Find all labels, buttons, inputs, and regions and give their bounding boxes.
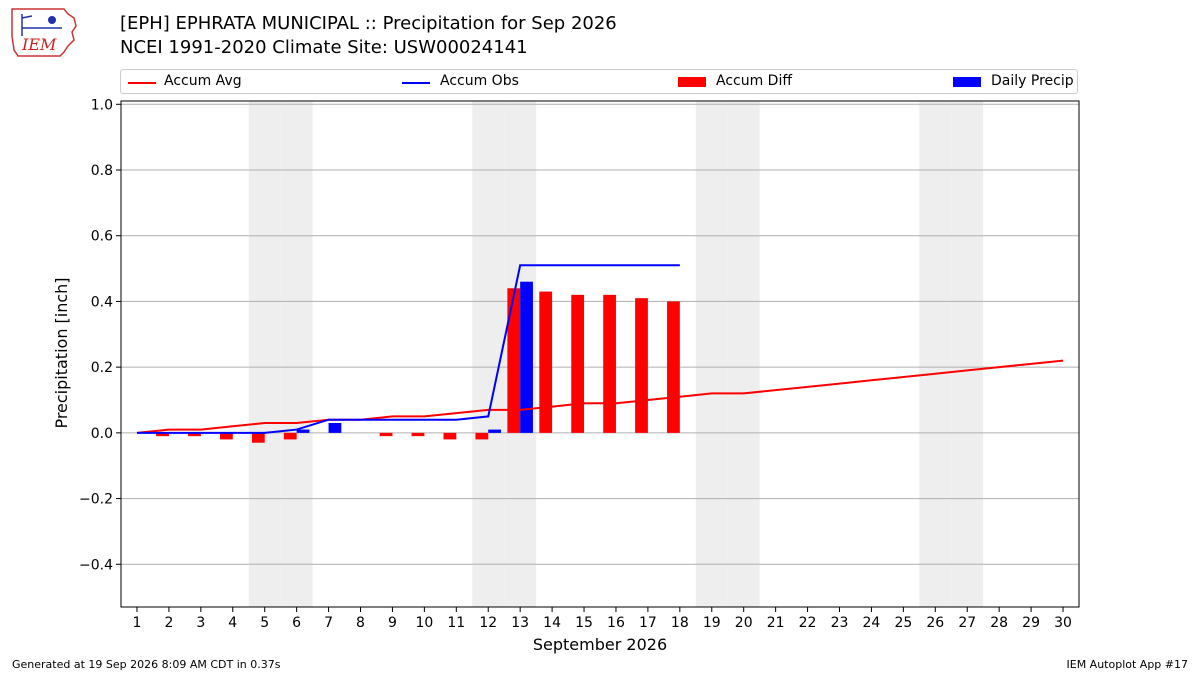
- bar-accum-diff: [379, 432, 393, 437]
- bar-accum-diff: [251, 432, 265, 443]
- y-tick-label: 0.4: [91, 294, 113, 310]
- bar-accum-diff: [411, 432, 425, 437]
- x-tick-label: 25: [894, 615, 912, 631]
- bar-accum-diff: [603, 294, 616, 433]
- weekend-shade-day-26: [919, 101, 952, 607]
- x-tick-label: 23: [831, 615, 849, 631]
- legend-swatch-accum-obs: [402, 82, 430, 84]
- x-tick-label: 16: [607, 615, 625, 631]
- bar-accum-diff: [219, 432, 233, 440]
- x-axis-label: September 2026: [533, 635, 667, 654]
- x-tick-label: 30: [1054, 615, 1072, 631]
- logo-text: IEM: [21, 35, 57, 54]
- weekend-shade-day-20: [727, 101, 760, 607]
- legend-label-accum-avg: Accum Avg: [164, 73, 242, 89]
- weekend-shade-day-27: [951, 101, 984, 607]
- bar-accum-diff: [571, 294, 585, 433]
- footer-generated: Generated at 19 Sep 2026 8:09 AM CDT in …: [12, 658, 281, 671]
- bar-accum-diff: [156, 432, 169, 437]
- bar-accum-diff: [507, 288, 521, 433]
- x-tick-label: 19: [703, 615, 721, 631]
- bar-accum-diff: [188, 432, 201, 437]
- x-tick-label: 8: [356, 615, 365, 631]
- footer-app: IEM Autoplot App #17: [1066, 658, 1189, 671]
- x-tick-label: 4: [228, 615, 237, 631]
- y-tick-label: 1.0: [91, 97, 113, 113]
- x-tick-label: 3: [196, 615, 205, 631]
- x-tick-label: 2: [164, 615, 173, 631]
- y-tick-label: 0.0: [91, 426, 113, 442]
- bar-accum-diff: [667, 301, 680, 433]
- x-tick-label: 5: [260, 615, 269, 631]
- x-tick-label: 26: [926, 615, 944, 631]
- weekend-shade-day-12: [472, 101, 505, 607]
- bar-daily-precip: [328, 423, 342, 433]
- x-tick-label: 29: [1022, 615, 1040, 631]
- x-tick-label: 22: [799, 615, 817, 631]
- bar-accum-diff: [283, 432, 297, 440]
- y-tick-label: 0.6: [91, 229, 113, 245]
- legend-swatch-accum-avg: [128, 82, 156, 84]
- y-tick-label: −0.4: [79, 557, 113, 573]
- x-tick-label: 24: [863, 615, 881, 631]
- x-tick-label: 20: [735, 615, 753, 631]
- x-tick-label: 14: [543, 615, 561, 631]
- weekend-shade-day-19: [695, 101, 728, 607]
- x-tick-label: 15: [575, 615, 593, 631]
- x-tick-label: 7: [324, 615, 333, 631]
- line-accum-obs: [136, 264, 680, 434]
- x-tick-label: 17: [639, 615, 657, 631]
- legend-swatch-accum-diff: [678, 77, 706, 87]
- weekend-shade-day-6: [280, 101, 313, 607]
- x-tick-label: 6: [292, 615, 301, 631]
- iem-logo: IEM: [8, 6, 82, 58]
- y-tick-label: 0.8: [91, 163, 113, 179]
- x-tick-label: 9: [388, 615, 397, 631]
- legend-label-accum-obs: Accum Obs: [440, 73, 519, 89]
- x-tick-label: 10: [415, 615, 433, 631]
- bar-accum-diff: [443, 432, 457, 440]
- y-tick-label: 0.2: [91, 360, 113, 376]
- x-tick-label: 18: [671, 615, 689, 631]
- x-tick-label: 11: [447, 615, 465, 631]
- bar-accum-diff: [475, 432, 489, 440]
- weekend-shade-day-5: [248, 101, 281, 607]
- bar-daily-precip: [296, 429, 310, 433]
- legend-swatch-daily-precip: [953, 77, 981, 87]
- bar-daily-precip: [488, 429, 502, 433]
- bar-accum-diff: [635, 298, 648, 433]
- line-accum-avg: [136, 359, 1064, 434]
- chart-subtitle: NCEI 1991-2020 Climate Site: USW00024141: [120, 37, 528, 58]
- x-tick-label: 13: [511, 615, 529, 631]
- legend-label-daily-precip: Daily Precip: [991, 73, 1074, 89]
- bar-accum-diff: [539, 291, 553, 433]
- plot-frame: [120, 100, 1080, 608]
- x-tick-label: 21: [767, 615, 785, 631]
- chart-title: [EPH] EPHRATA MUNICIPAL :: Precipitation…: [120, 13, 617, 34]
- x-tick-label: 12: [479, 615, 497, 631]
- y-axis-label: Precipitation [inch]: [52, 277, 71, 428]
- legend-label-accum-diff: Accum Diff: [716, 73, 793, 89]
- x-tick-label: 28: [990, 615, 1008, 631]
- x-tick-label: 1: [133, 615, 142, 631]
- legend: Accum Avg Accum Obs Accum Diff Daily Pre…: [120, 69, 1078, 94]
- y-tick-label: −0.2: [79, 492, 113, 508]
- bar-daily-precip: [520, 281, 533, 433]
- x-tick-label: 27: [958, 615, 976, 631]
